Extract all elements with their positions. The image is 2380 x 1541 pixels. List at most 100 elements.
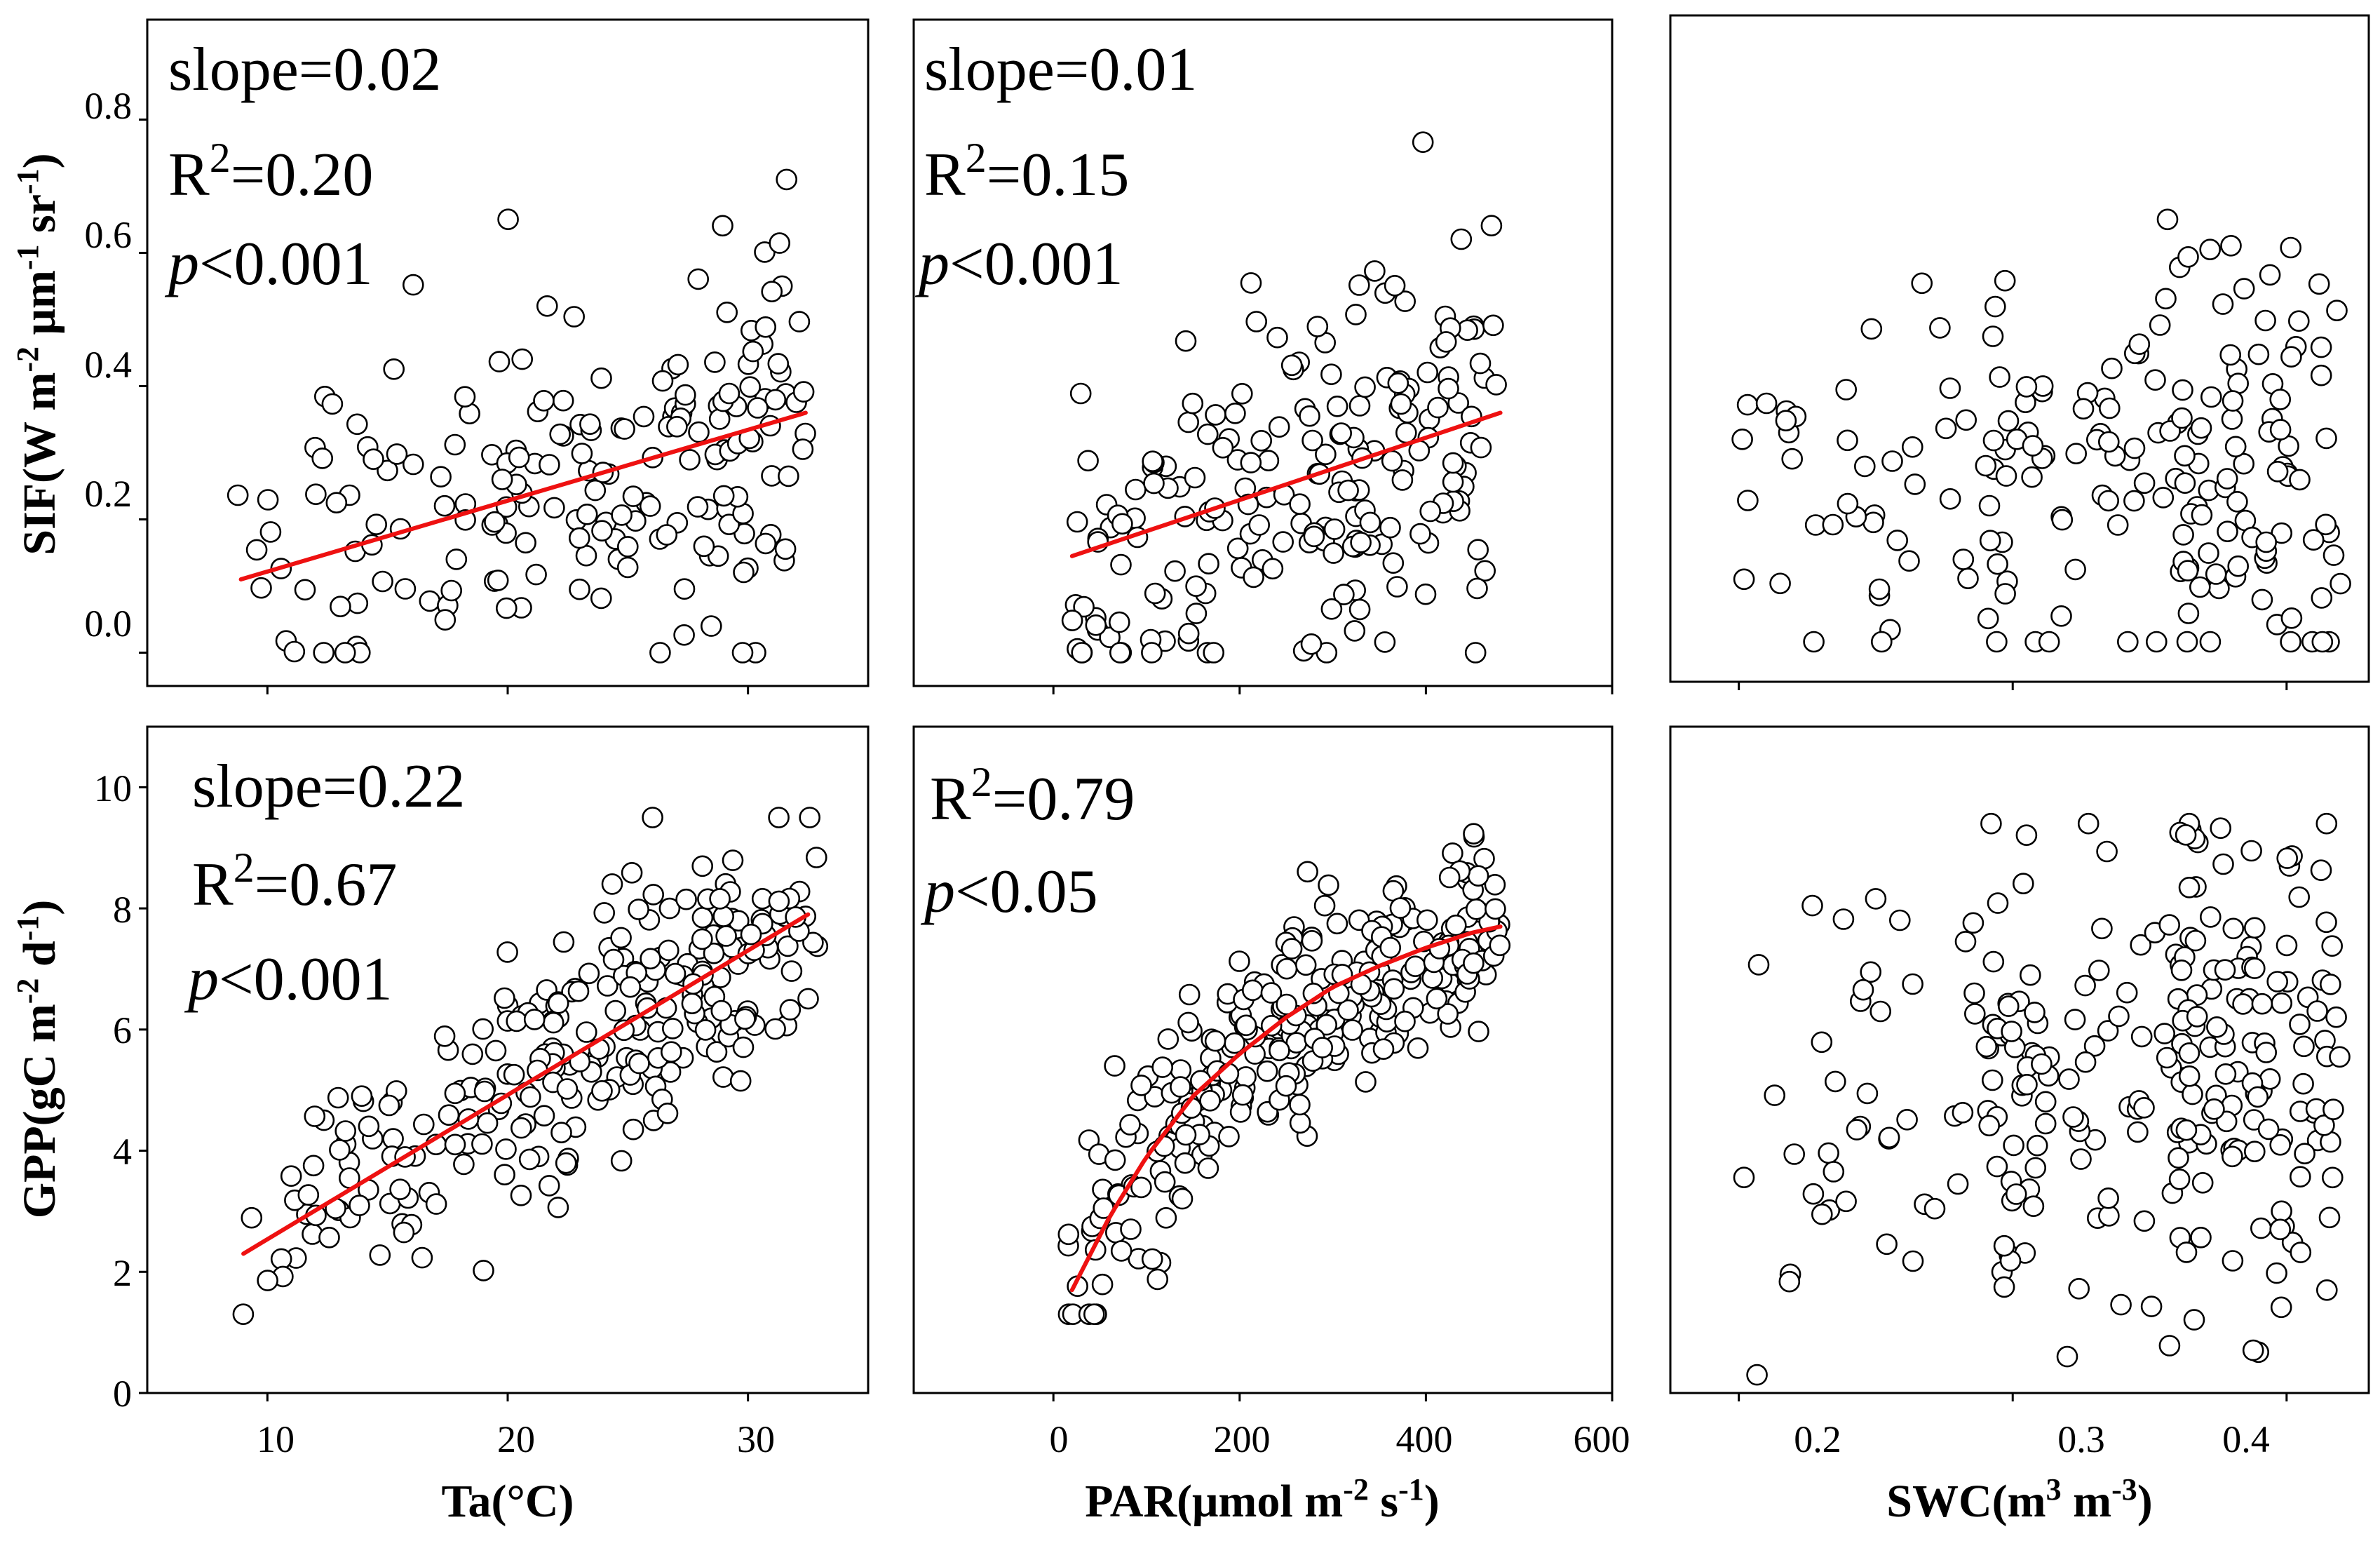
scatter-point (2266, 460, 2289, 483)
scatter-point (2200, 386, 2222, 408)
scatter-point (487, 570, 509, 591)
scatter-point (1381, 450, 1403, 472)
scatter-point (1269, 1039, 1290, 1061)
scatter-point (712, 906, 734, 927)
scatter-point (1330, 422, 1352, 444)
scatter-point (2215, 1063, 2237, 1085)
scatter-point (2050, 605, 2072, 627)
scatter-point (1464, 642, 1487, 664)
scatter-point (440, 579, 463, 602)
scatter-point (2098, 431, 2120, 453)
scatter-point (2191, 504, 2213, 526)
scatter-point (471, 1133, 493, 1155)
scatter-point (556, 1078, 579, 1100)
scatter-point (2315, 427, 2337, 450)
scatter-point (1306, 316, 1329, 337)
scatter-point (555, 1152, 577, 1174)
scatter-point (2320, 974, 2341, 995)
scatter-point (444, 1082, 466, 1105)
scatter-point (1379, 936, 1401, 959)
annotation-r2-gpp-ta: R2=0.67 (192, 844, 397, 919)
scatter-point (764, 1018, 786, 1040)
scatter-point (2329, 1046, 2351, 1068)
scatter-point (792, 381, 815, 403)
scatter-point (2186, 1006, 2208, 1028)
scatter-point (377, 459, 398, 482)
scatter-point (2232, 993, 2254, 1015)
scatter-point (2133, 472, 2156, 494)
scatter-point (2077, 812, 2100, 835)
scatter-point (2123, 437, 2146, 459)
scatter-point (591, 1080, 613, 1102)
scatter-point (1993, 1276, 2015, 1298)
scatter-point (2289, 1014, 2311, 1035)
scatter-point (1091, 1273, 1114, 1296)
scatter-point (2064, 558, 2086, 581)
x-tick-label: 0.4 (2222, 1418, 2270, 1460)
scatter-point (1315, 443, 1337, 466)
scatter-point (687, 268, 710, 290)
scatter-point (1438, 377, 1459, 400)
scatter-point (1986, 631, 2008, 653)
scatter-point (1175, 1124, 1197, 1146)
scatter-point (1412, 131, 1434, 153)
scatter-point (694, 1019, 717, 1041)
panel-frame-gpp-par (912, 725, 1614, 1394)
scatter-point (1871, 631, 1893, 653)
scatter-point (1747, 954, 1770, 976)
y-tick-label: 0.8 (85, 85, 133, 127)
scatter-point (710, 1000, 733, 1022)
scatter-point (2302, 529, 2325, 551)
scatter-point (510, 1117, 532, 1139)
scatter-point (270, 1248, 292, 1270)
scatter-point (2290, 1166, 2311, 1187)
scatter-point (2022, 435, 2044, 457)
scatter-point (2015, 824, 2038, 846)
scatter-point (1978, 1115, 2000, 1137)
scatter-point (412, 1113, 435, 1136)
scatter-point (1982, 950, 2005, 973)
y-tick-label: 4 (113, 1131, 132, 1173)
scatter-point (1818, 1142, 1839, 1164)
scatter-point (614, 418, 635, 440)
scatter-point (2251, 588, 2273, 611)
scatter-point (1266, 326, 1288, 349)
scatter-point (1852, 978, 1874, 1001)
scatter-point (2156, 1047, 2178, 1069)
scatter-point (616, 556, 639, 579)
scatter-point (494, 987, 515, 1009)
scatter-point (1350, 532, 1372, 553)
scatter-point (1860, 961, 1881, 983)
scatter-point (533, 389, 555, 412)
scatter-point (1171, 1187, 1194, 1210)
scatter-point (1119, 1114, 1141, 1136)
y-tick-label: 0 (113, 1373, 132, 1415)
scatter-point (2315, 911, 2337, 934)
scatter-point (1395, 422, 1417, 444)
scatter-point (394, 578, 417, 600)
scatter-point (1835, 1190, 1857, 1213)
scatter-point (1987, 553, 2008, 575)
scatter-point (1337, 999, 1359, 1021)
scatter-point (2259, 1068, 2281, 1090)
scatter-point (425, 1193, 447, 1215)
scatter-point (1323, 518, 1346, 540)
scatter-point (2072, 398, 2095, 420)
scatter-point (543, 497, 565, 519)
scatter-point (389, 1178, 411, 1200)
annotation-slope-sif-ta: slope=0.02 (168, 36, 441, 104)
scatter-point (779, 999, 802, 1021)
scatter-panel-sif-swc (1731, 208, 2351, 690)
scatter-point (2280, 631, 2301, 653)
scatter-point (2177, 603, 2200, 624)
scatter-point (722, 849, 744, 871)
scatter-point (363, 448, 384, 471)
scatter-point (1783, 1143, 1805, 1165)
scatter-point (2315, 812, 2338, 835)
scatter-point (2212, 853, 2234, 875)
scatter-point (1144, 582, 1166, 605)
scatter-point (2154, 1023, 2175, 1044)
scatter-point (1289, 493, 1311, 516)
scatter-point (1276, 957, 1298, 980)
